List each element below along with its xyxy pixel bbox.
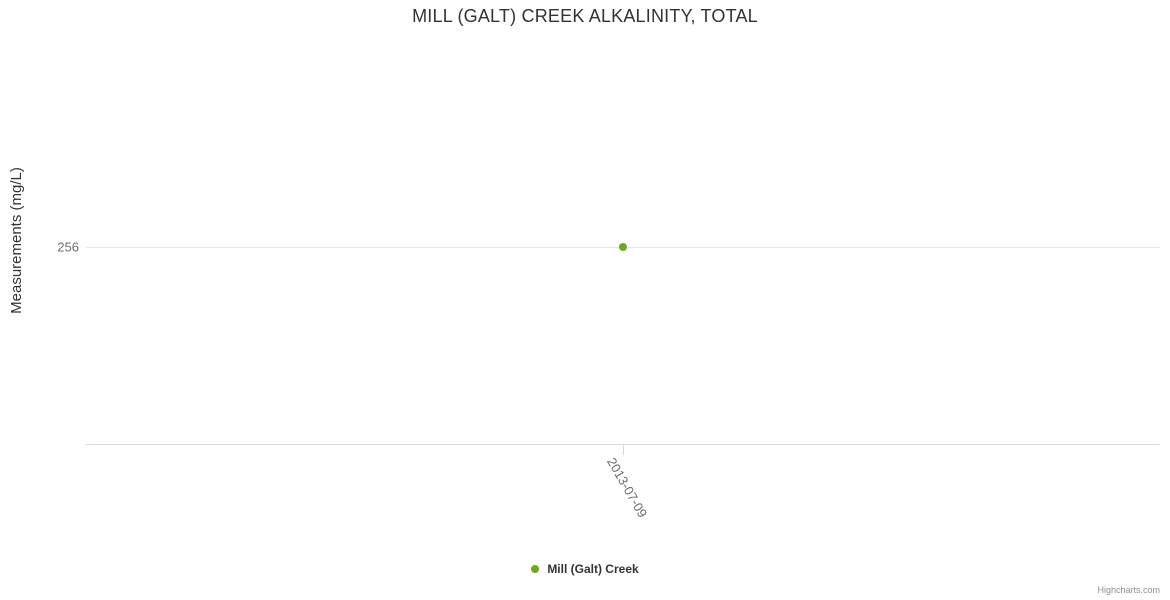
y-axis-title-container: Measurements (mg/L) — [0, 0, 32, 480]
legend: Mill (Galt) Creek — [0, 562, 1170, 576]
legend-marker-icon — [531, 565, 540, 573]
x-axis-tick-label-2013-07-09: 2013-07-09 — [604, 455, 651, 521]
plot-area — [86, 46, 1160, 444]
legend-item-label: Mill (Galt) Creek — [547, 562, 639, 576]
highcharts-credit-link[interactable]: Highcharts.com — [1097, 585, 1160, 595]
y-axis-title: Measurements (mg/L) — [7, 166, 25, 314]
y-axis-tick-label-256: 256 — [57, 239, 79, 255]
x-axis-line — [86, 444, 1160, 445]
legend-item-mill-galt-creek[interactable]: Mill (Galt) Creek — [531, 562, 639, 576]
chart-title: MILL (GALT) CREEK ALKALINITY, TOTAL — [412, 6, 758, 26]
data-point-mill-galt-creek[interactable] — [619, 243, 627, 251]
x-axis-tick-mark — [623, 445, 624, 455]
